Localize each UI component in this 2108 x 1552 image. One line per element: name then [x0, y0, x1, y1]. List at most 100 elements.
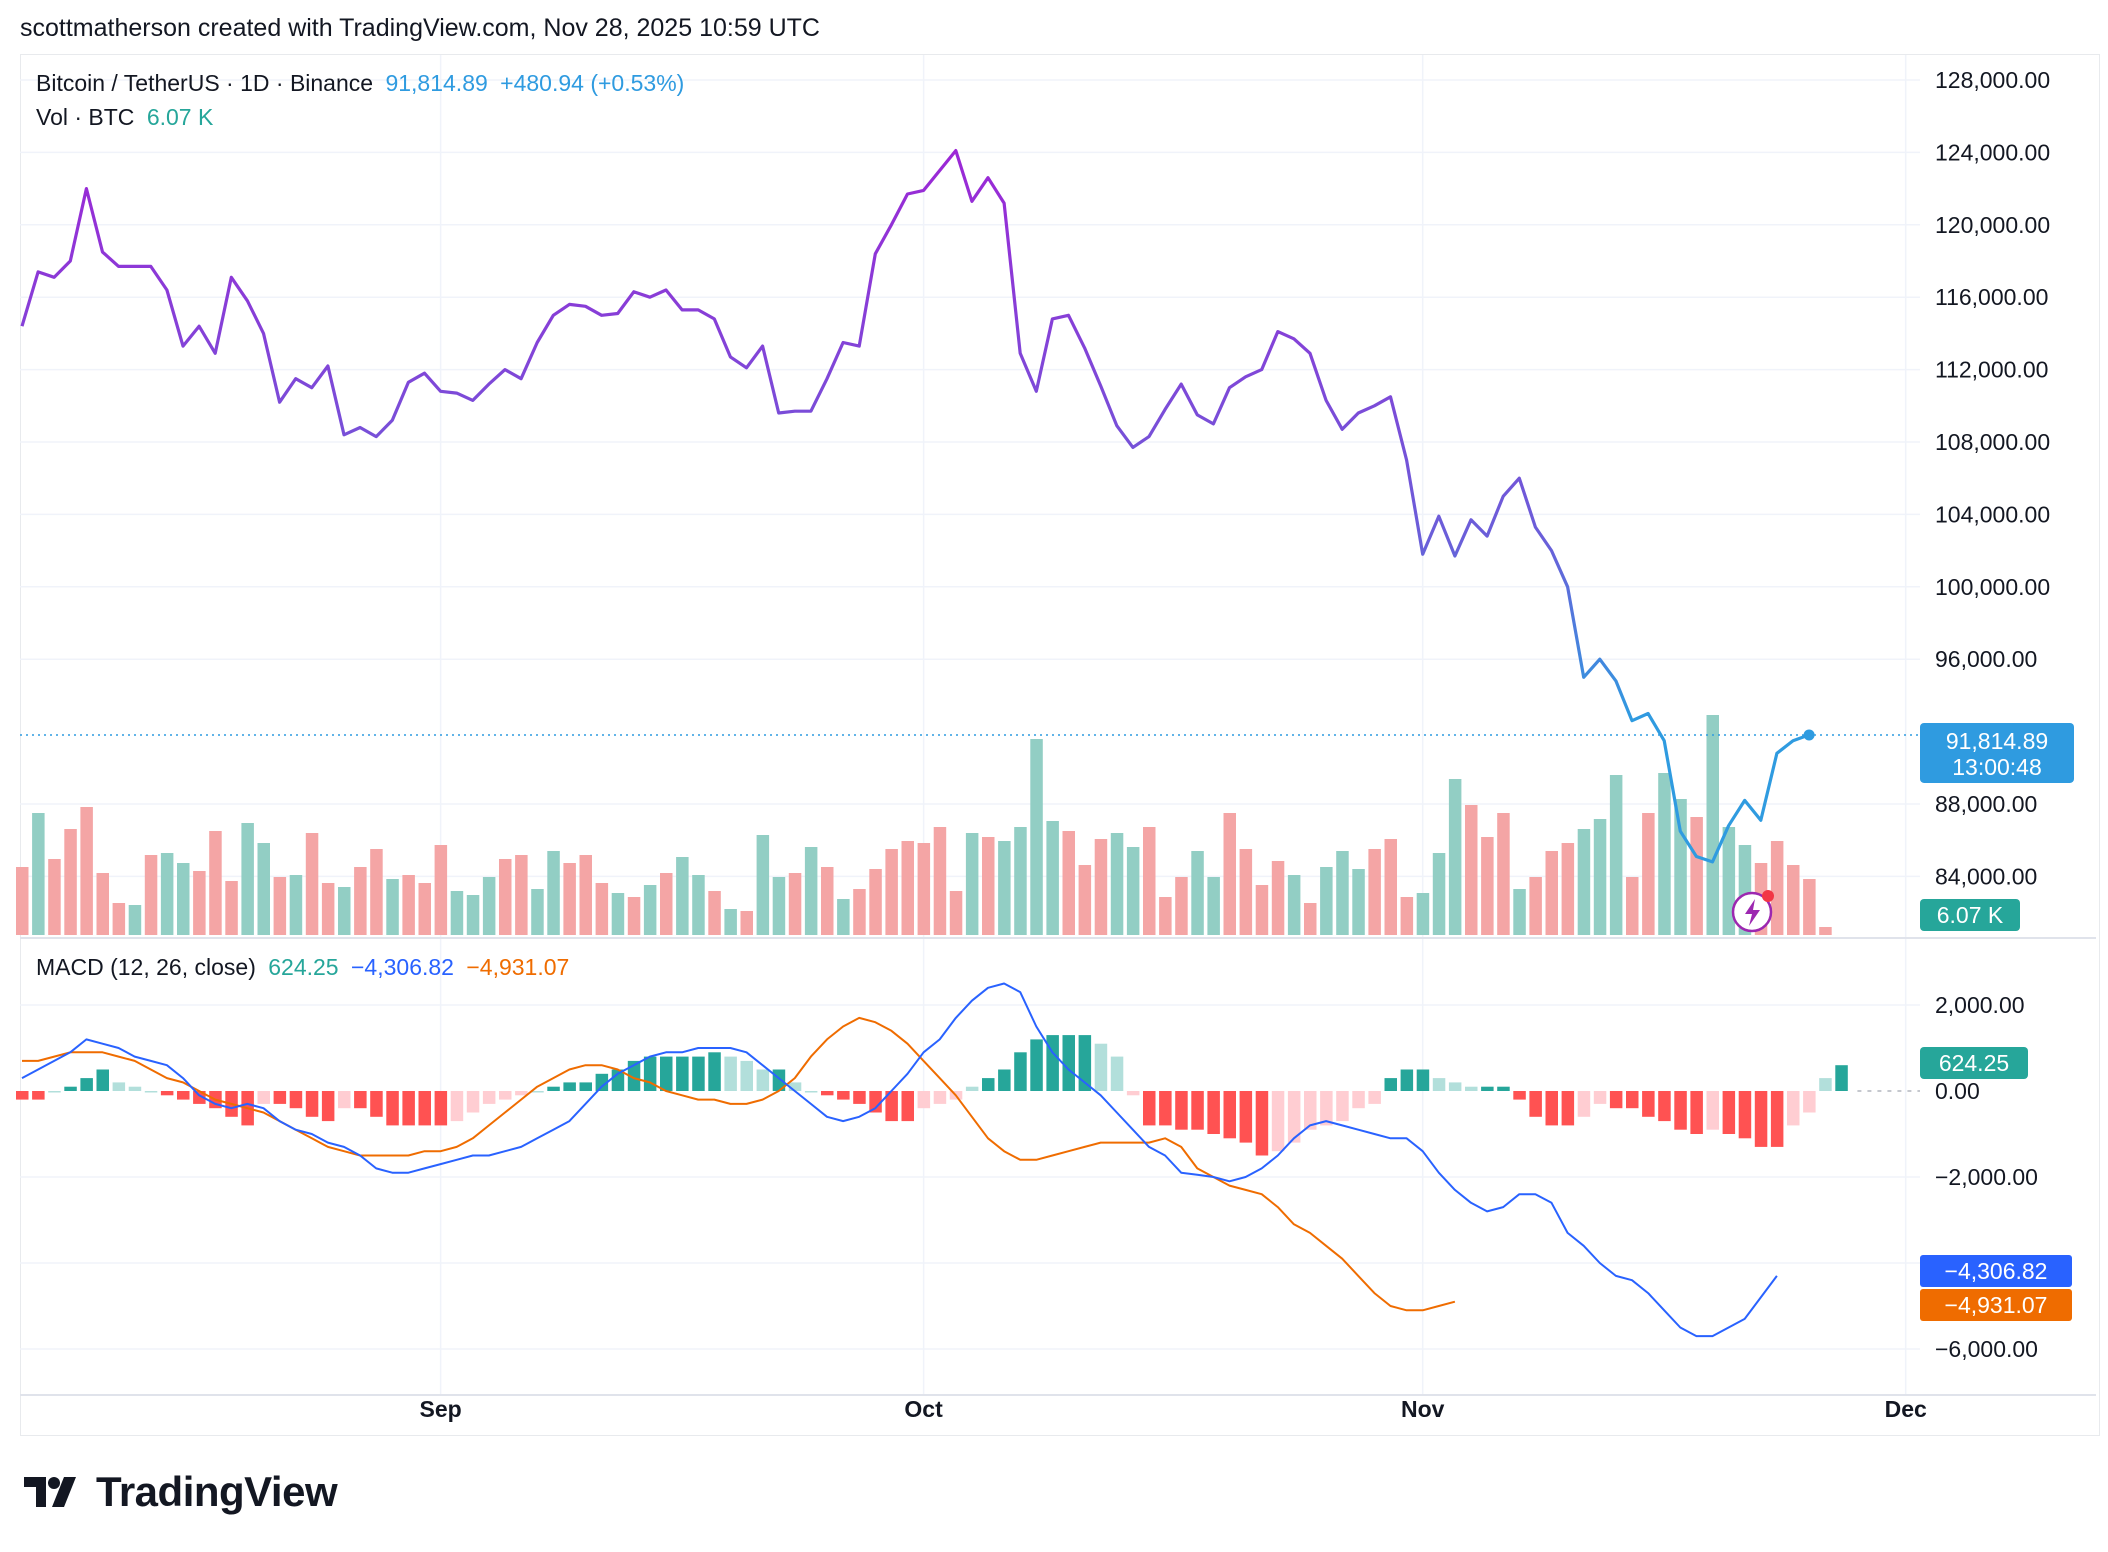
- macd-axis-tick-label: −6,000.00: [1935, 1336, 2038, 1362]
- volume-bar: [837, 899, 850, 935]
- volume-bar: [1159, 897, 1172, 935]
- price-axis-tick-label: 96,000.00: [1935, 646, 2037, 672]
- volume-bar: [692, 875, 705, 935]
- volume-bar: [289, 875, 303, 935]
- price-axis-tick-label: 100,000.00: [1935, 574, 2050, 600]
- macd-histogram-bar: [1287, 1091, 1301, 1143]
- macd-histogram-bar: [354, 1091, 367, 1109]
- macd-histogram-bar: [1336, 1091, 1349, 1122]
- macd-histogram-bar: [1561, 1091, 1575, 1126]
- macd-histogram-bar: [434, 1091, 448, 1126]
- volume-bar: [257, 843, 270, 935]
- macd-histogram-bar: [144, 1091, 158, 1093]
- volume-bar: [1126, 847, 1140, 935]
- volume-bar: [418, 883, 431, 935]
- macd-histogram-bar: [708, 1052, 721, 1091]
- price-axis-tick-label: 108,000.00: [1935, 429, 2050, 455]
- volume-bar: [933, 827, 947, 935]
- volume-bar: [643, 885, 657, 935]
- macd-histogram-bar: [998, 1069, 1011, 1091]
- macd-histogram-bar: [627, 1060, 641, 1091]
- volume-value: 6.07 K: [146, 104, 214, 130]
- macd-histogram-bar: [563, 1082, 576, 1091]
- macd-histogram-bar: [1513, 1091, 1526, 1100]
- macd-histogram-bar: [804, 1091, 818, 1093]
- macd-histogram-bar: [193, 1091, 206, 1104]
- macd-histogram-bar: [1529, 1091, 1542, 1117]
- macd-histogram-value: 624.25: [268, 954, 339, 980]
- volume-bar: [434, 845, 448, 935]
- price-tag: [1920, 722, 2074, 783]
- macd-histogram-bar: [466, 1091, 480, 1113]
- volume-bar: [1287, 875, 1301, 935]
- volume-bar: [386, 879, 399, 935]
- macd-histogram-bar: [112, 1082, 126, 1091]
- macd-histogram-bar: [1706, 1091, 1719, 1130]
- macd-histogram-bar: [515, 1091, 528, 1096]
- volume-bar: [1384, 839, 1397, 935]
- volume-bar: [1787, 865, 1800, 935]
- macd-histogram-bar: [1690, 1091, 1703, 1134]
- volume-bar: [708, 891, 721, 935]
- macd-histogram-bar: [965, 1086, 979, 1091]
- volume-bar: [1642, 813, 1655, 935]
- price-line: [20, 149, 1810, 864]
- price-axis-tick-label: 84,000.00: [1935, 863, 2037, 889]
- macd-histogram-bar: [1175, 1091, 1188, 1130]
- macd-signal-line: [22, 1016, 1456, 1312]
- volume-bar: [96, 873, 109, 935]
- volume-bar: [901, 841, 914, 935]
- volume-bar: [676, 857, 689, 935]
- macd-line-value: −4,306.82: [351, 954, 454, 980]
- volume-bar: [1400, 897, 1414, 935]
- macd-histogram-bar: [160, 1091, 174, 1096]
- volume-bar: [225, 881, 238, 935]
- volume-bar: [804, 847, 818, 935]
- macd-histogram-bar: [1770, 1091, 1784, 1147]
- volume-bar: [1207, 877, 1220, 935]
- macd-histogram-bar: [402, 1091, 415, 1126]
- macd-histogram-bar: [1432, 1078, 1446, 1091]
- volume-bar: [1352, 869, 1365, 935]
- macd-axis-tick-label: 0.00: [1935, 1078, 1980, 1104]
- macd-histogram-bar: [1738, 1091, 1752, 1139]
- tradingview-logo[interactable]: TradingView: [24, 1468, 338, 1516]
- volume-bar: [305, 833, 319, 935]
- macd-histogram-bar: [917, 1091, 931, 1109]
- macd-histogram-bar: [1448, 1082, 1462, 1091]
- volume-label[interactable]: Vol · BTC: [36, 104, 135, 130]
- volume-bar: [80, 807, 93, 935]
- macd-histogram-bar: [660, 1056, 673, 1091]
- time-axis-tick-label: Sep: [420, 1396, 462, 1422]
- macd-histogram-bar: [1545, 1091, 1558, 1126]
- macd-axis-tick-label: −2,000.00: [1935, 1164, 2038, 1190]
- volume-bar: [788, 873, 802, 935]
- macd-histogram-bar: [788, 1082, 802, 1091]
- macd-histogram-bar: [982, 1078, 995, 1091]
- macd-histogram-bar: [837, 1091, 850, 1100]
- volume-bar: [1175, 877, 1188, 935]
- macd-histogram-bar: [370, 1091, 383, 1117]
- macd-line-tag: [1920, 1255, 2072, 1287]
- macd-histogram-bar: [321, 1091, 335, 1122]
- volume-bar: [1770, 841, 1784, 935]
- macd-histogram-bar: [1819, 1078, 1832, 1091]
- macd-histogram-bar: [1191, 1091, 1204, 1130]
- tradingview-logo-text: TradingView: [96, 1468, 338, 1515]
- symbol-label[interactable]: Bitcoin / TetherUS · 1D · Binance: [36, 70, 374, 96]
- macd-histogram-bar: [1239, 1091, 1253, 1143]
- volume-bar: [1513, 889, 1526, 935]
- volume-tag: [1920, 899, 2020, 931]
- lightning-icon: [1745, 899, 1760, 926]
- macd-hist-tag: [1920, 1047, 2028, 1079]
- macd-histogram-bar: [386, 1091, 399, 1126]
- macd-histogram-bar: [1110, 1056, 1124, 1091]
- volume-bar: [1577, 829, 1591, 935]
- chart-frame[interactable]: [20, 54, 2100, 1436]
- volume-bar: [821, 867, 834, 935]
- macd-label[interactable]: MACD (12, 26, close): [36, 954, 256, 980]
- macd-histogram-bar: [16, 1091, 29, 1100]
- macd-histogram-bar: [724, 1056, 737, 1091]
- macd-histogram-bar: [1722, 1091, 1736, 1134]
